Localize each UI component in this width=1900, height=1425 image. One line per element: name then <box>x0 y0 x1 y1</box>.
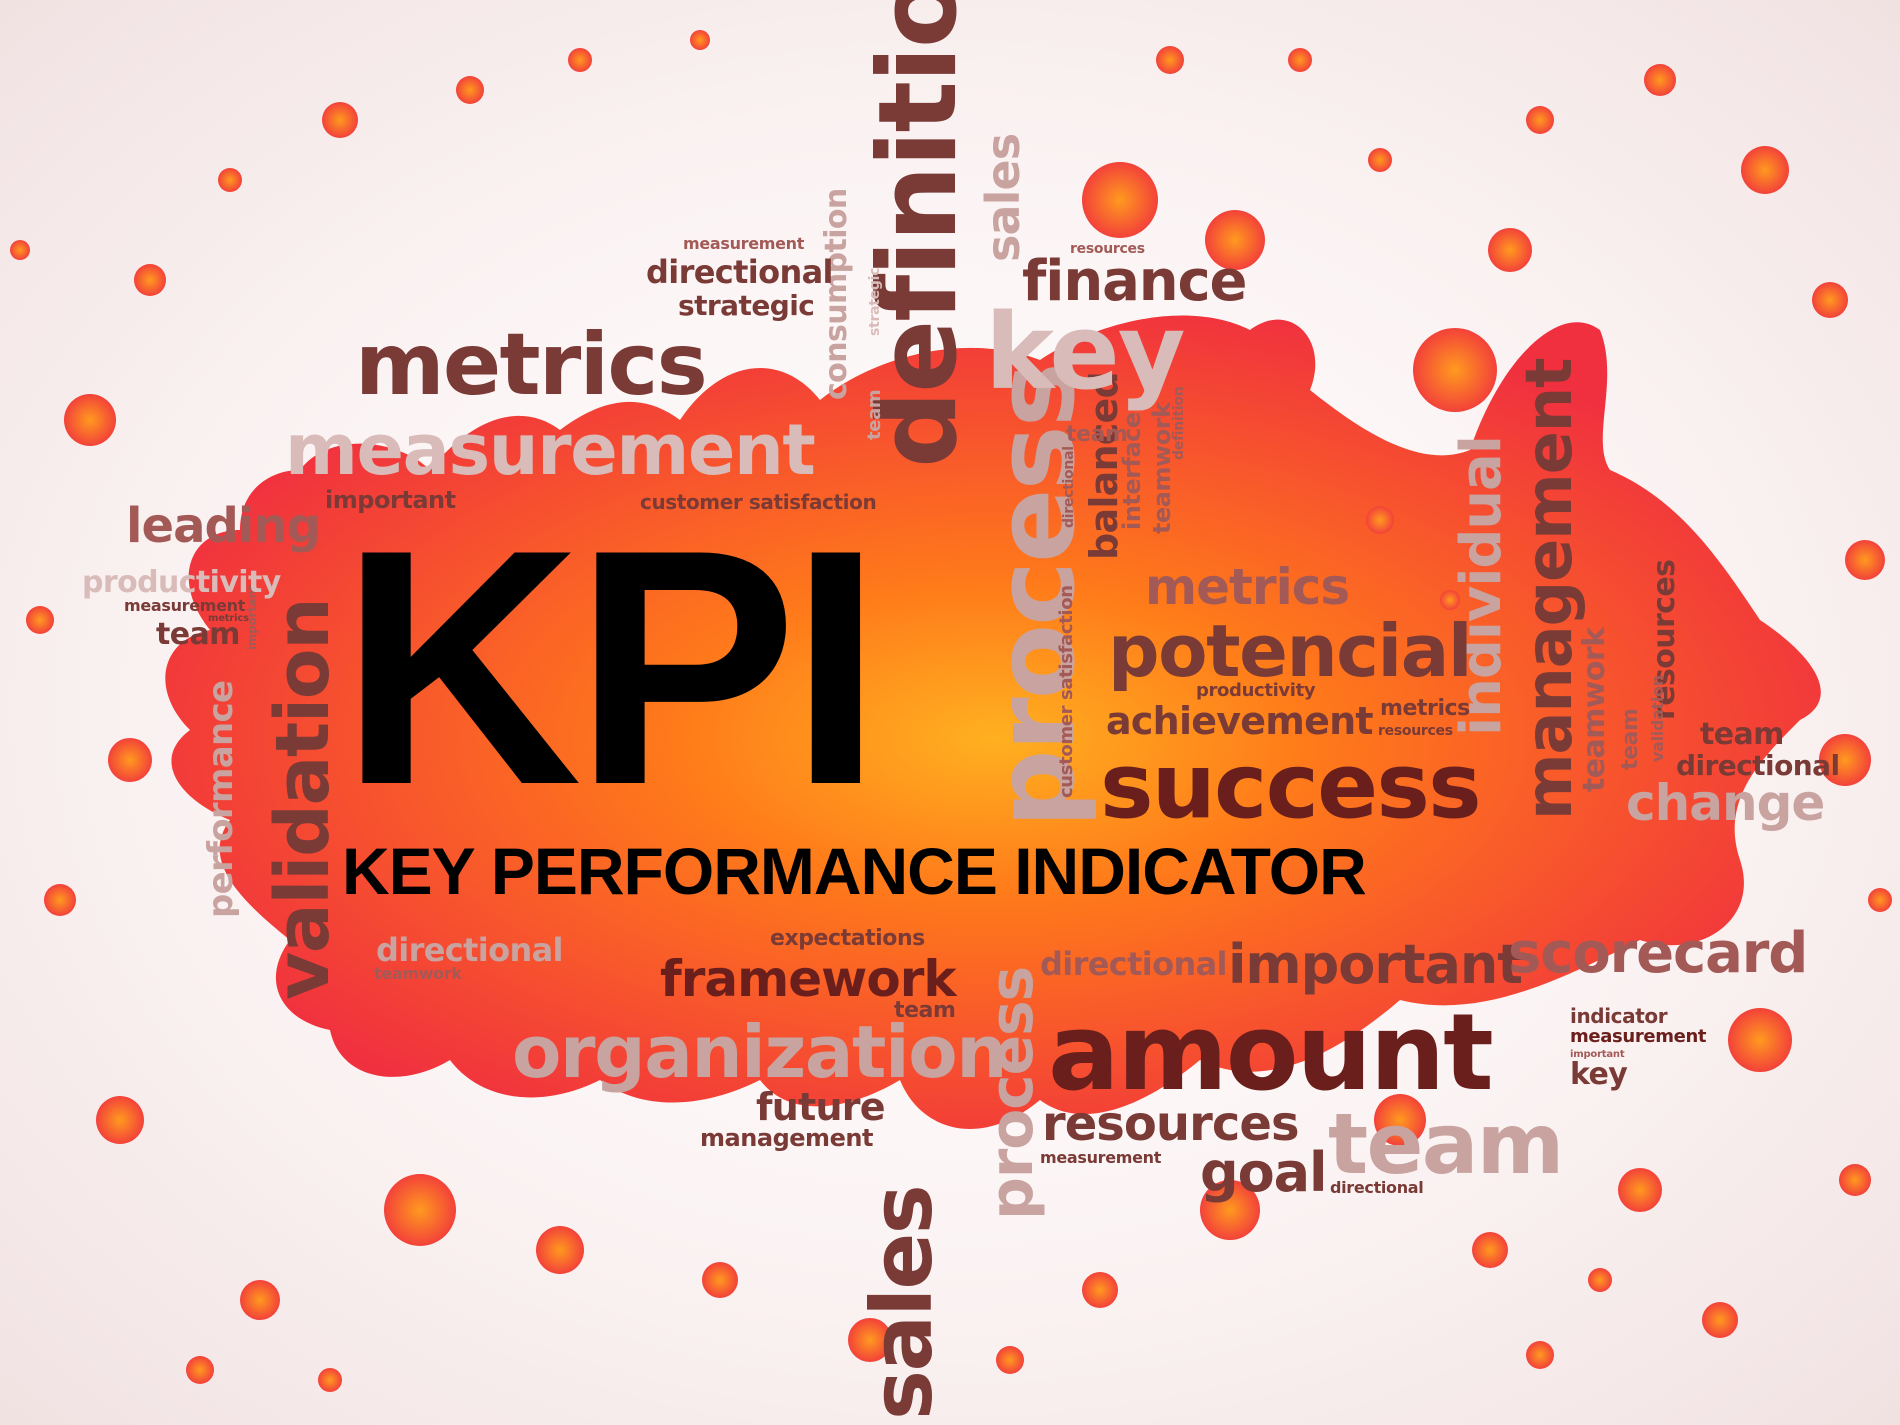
word-directional-right: directional <box>1676 749 1840 782</box>
kpi-title: KPI <box>340 480 882 854</box>
word-goal: goal <box>1200 1141 1327 1204</box>
word-directional-rot-mid: directional <box>1061 446 1077 528</box>
splash-blob <box>165 315 1821 1129</box>
word-key-right: key <box>1570 1057 1628 1092</box>
word-team-bottom: team <box>894 998 956 1023</box>
word-metrics-small-right: metrics <box>1380 696 1470 721</box>
word-resources-small-right: resources <box>1378 723 1453 739</box>
word-validation: validation <box>260 598 346 1000</box>
word-sales-top: sales <box>976 133 1030 262</box>
word-team-left: team <box>156 617 240 652</box>
word-team-rot-right: team <box>1618 708 1643 770</box>
word-directional-bottom-right: directional <box>1330 1178 1424 1197</box>
word-productivity-left: productivity <box>82 565 281 600</box>
word-strategic-rot: strategic <box>867 267 883 336</box>
word-measurement-left-small: measurement <box>124 596 246 615</box>
word-team-mid: team <box>1066 422 1128 447</box>
word-strategic-top: strategic <box>678 289 815 322</box>
word-management-rot: management <box>1513 358 1587 820</box>
word-teamwork-rot-right: teamwork <box>1577 627 1612 792</box>
word-performance-rot: performance <box>201 680 241 918</box>
word-directional-bottom-left: directional <box>376 931 564 969</box>
word-metrics-mid: metrics <box>1145 558 1350 616</box>
word-resources-bottom: resources <box>1042 1096 1300 1152</box>
word-validation-rot-small: validation <box>1648 675 1667 762</box>
word-consumption: consumption <box>819 188 854 400</box>
word-future: future <box>756 1085 886 1129</box>
word-productivity-mid: productivity <box>1196 680 1316 701</box>
word-potencial: potencial <box>1108 609 1473 693</box>
word-metrics-big: metrics <box>355 315 708 415</box>
word-important-bottom: important <box>1228 933 1523 996</box>
word-measurement-big: measurement <box>285 409 816 491</box>
word-measurement-right-small: measurement <box>1570 1026 1707 1047</box>
splatter-drops <box>10 30 1892 1392</box>
word-leading: leading <box>126 498 321 554</box>
word-key-top: key <box>985 291 1186 413</box>
word-measurement-small-top: measurement <box>683 234 805 253</box>
word-organization: organization <box>512 1010 1008 1094</box>
word-amount: amount <box>1048 991 1494 1114</box>
word-directional-top: directional <box>646 253 834 291</box>
word-management-bottom: management <box>700 1124 873 1152</box>
word-directional-bottom-mid: directional <box>1040 945 1228 983</box>
word-teamwork-bottom-left: teamwork <box>374 964 462 983</box>
word-expectations: expectations <box>770 926 925 951</box>
word-customer-satisfaction-rot: customer satisfaction <box>1056 585 1077 798</box>
word-important-right-tiny: important <box>1570 1049 1625 1060</box>
word-team-bottom-big: team <box>1328 1095 1564 1193</box>
word-indicator: indicator <box>1570 1004 1668 1028</box>
kpi-subtitle: KEY PERFORMANCE INDICATOR <box>342 834 1367 908</box>
word-scorecard: scorecard <box>1508 921 1808 986</box>
word-team-right: team <box>1700 717 1784 752</box>
word-framework: framework <box>660 950 957 1008</box>
word-resources-top: resources <box>1070 241 1145 257</box>
word-customer-satisfaction-top: customer satisfaction <box>640 490 877 514</box>
word-achievement: achievement <box>1106 699 1374 743</box>
word-sales-rot-bottom: sales <box>853 1185 951 1420</box>
word-finance: finance <box>1022 249 1248 314</box>
word-metrics-tiny-left: metrics <box>208 613 249 624</box>
word-team-rot-top: team <box>864 389 885 440</box>
word-measurement-bottom-small: measurement <box>1040 1148 1162 1167</box>
word-success: success <box>1100 734 1482 839</box>
word-change: change <box>1626 774 1825 832</box>
word-important-left: important <box>325 486 456 514</box>
